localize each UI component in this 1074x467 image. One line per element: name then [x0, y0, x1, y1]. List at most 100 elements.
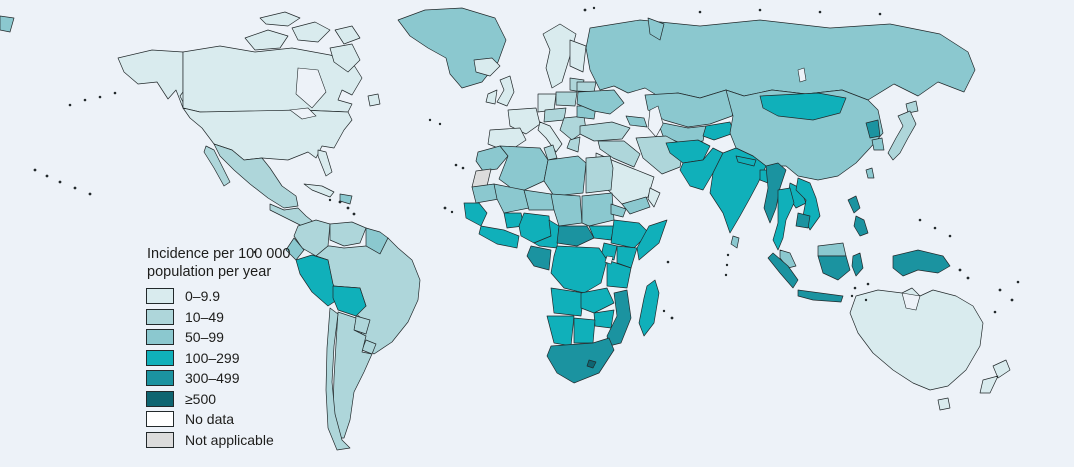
region-mali	[493, 183, 530, 214]
region-somalia	[636, 219, 668, 261]
region-iberia	[487, 127, 527, 153]
region-tasmania	[937, 397, 951, 411]
legend-rows: 0–9.9 10–49 50–99 100–299 300–499 ≥500 No data…	[146, 287, 291, 448]
caspian-sea	[647, 105, 664, 138]
region-tunisia	[543, 144, 558, 161]
region-mongolia	[759, 92, 847, 121]
region-mozambique	[606, 289, 632, 347]
region-new-guinea	[892, 249, 951, 277]
region-nz-south	[979, 375, 999, 394]
legend-item-label: ≥500	[185, 390, 217, 407]
legend-item-cat2: 10–49	[146, 308, 291, 326]
region-greece	[566, 136, 581, 153]
legend-item-label: 0–9.9	[185, 288, 221, 305]
region-argentina	[332, 311, 373, 439]
legend-item-na: Not applicable	[146, 431, 291, 449]
region-usa	[182, 107, 353, 161]
legend-item-cat6: ≥500	[146, 390, 291, 408]
region-taiwan	[865, 167, 875, 179]
region-chukotka-sliver	[0, 15, 15, 33]
legend-title-line2: population per year	[147, 263, 272, 280]
region-arctic-island-1	[244, 29, 289, 51]
region-vietnam	[795, 177, 821, 231]
region-myanmar	[763, 162, 787, 224]
region-florida	[317, 149, 333, 177]
legend-item-label: 300–499	[185, 370, 240, 387]
hudson-bay	[295, 67, 327, 109]
legend-title: Incidence per 100 000 population per yea…	[147, 246, 291, 281]
region-malaysia	[779, 249, 797, 269]
region-south-africa	[546, 337, 615, 384]
region-india	[709, 147, 767, 234]
region-france	[507, 107, 541, 135]
region-madagascar	[638, 279, 660, 337]
legend-swatch-cat4	[146, 349, 174, 366]
legend-swatch-cat1	[146, 288, 174, 305]
region-venezuela	[329, 221, 367, 247]
region-italy	[537, 121, 563, 153]
legend-swatch-cat5	[146, 370, 174, 387]
region-tanzania	[606, 259, 632, 289]
region-algeria	[498, 145, 549, 194]
region-libya	[543, 155, 587, 197]
region-alaska	[117, 49, 184, 109]
region-novaya-zemlya	[647, 17, 665, 41]
region-uk	[496, 75, 515, 107]
region-namibia	[546, 315, 575, 347]
region-thailand	[772, 187, 795, 251]
region-caucasus	[625, 115, 648, 128]
region-north-korea	[865, 119, 881, 139]
region-ireland	[485, 89, 498, 105]
great-lakes	[289, 107, 317, 120]
legend-item-cat1: 0–9.9	[146, 287, 291, 305]
region-philippines-luzon	[847, 195, 861, 214]
region-philippines-mindanao	[853, 215, 869, 237]
region-eritrea	[610, 203, 627, 218]
region-angola	[550, 287, 585, 317]
legend-item-label: 10–49	[185, 308, 224, 325]
region-nz-north	[992, 359, 1011, 379]
legend: Incidence per 100 000 population per yea…	[146, 246, 291, 448]
region-hokkaido	[905, 100, 919, 114]
gulf-of-carpentaria	[901, 292, 921, 311]
map-regions	[0, 6, 1020, 451]
region-scandinavia	[542, 23, 577, 89]
region-west-africa-coast	[478, 225, 520, 249]
region-newfoundland	[367, 93, 381, 107]
region-baffin	[329, 43, 361, 73]
region-oman	[647, 187, 661, 208]
region-zambia	[580, 287, 615, 314]
region-russia	[585, 19, 976, 101]
legend-swatch-nodata	[146, 411, 174, 428]
region-uganda	[600, 242, 618, 261]
region-botswana	[573, 317, 596, 344]
legend-item-label: No data	[185, 411, 235, 428]
region-finland	[569, 39, 587, 73]
legend-swatch-cat6	[146, 390, 174, 407]
region-arctic-island-2	[291, 21, 331, 43]
legend-swatch-cat2	[146, 308, 174, 325]
region-yemen	[621, 196, 651, 215]
region-central-europe	[543, 107, 567, 123]
legend-item-cat3: 50–99	[146, 328, 291, 346]
legend-item-cat5: 300–499	[146, 369, 291, 387]
legend-item-label: 50–99	[185, 329, 224, 346]
region-ukraine	[576, 89, 625, 115]
region-nepal	[735, 155, 757, 167]
region-sumatra	[767, 252, 799, 289]
region-java	[797, 289, 844, 303]
legend-swatch-cat3	[146, 329, 174, 346]
region-hispaniola	[339, 193, 353, 205]
legend-item-nodata: No data	[146, 410, 291, 428]
region-north-borneo	[817, 242, 847, 257]
region-lesotho	[586, 359, 597, 369]
region-zimbabwe	[593, 309, 615, 329]
legend-swatch-na	[146, 431, 174, 448]
region-sudan	[581, 192, 615, 227]
region-borneo	[817, 255, 851, 281]
region-srilanka	[730, 235, 740, 249]
region-western-sahara	[471, 168, 492, 188]
legend-item-label: Not applicable	[185, 431, 274, 448]
